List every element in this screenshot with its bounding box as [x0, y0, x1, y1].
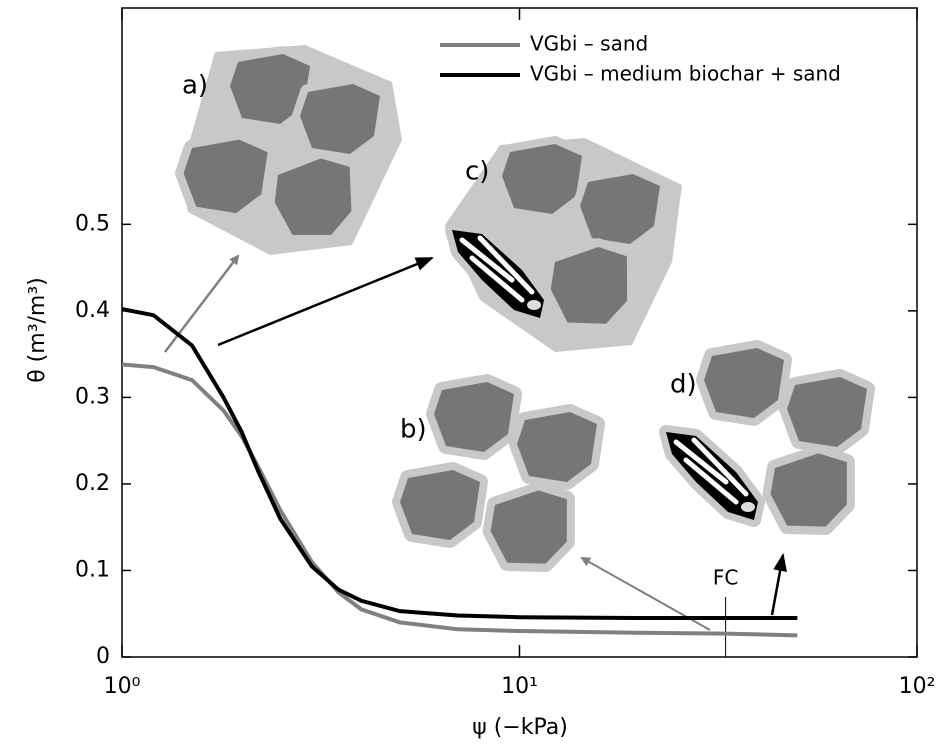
panel-label: a) [182, 71, 208, 101]
y-tick-label: 0.5 [75, 211, 110, 236]
fc-label: FC [713, 566, 738, 590]
illustrations [164, 45, 867, 631]
x-tick-label: 10² [899, 674, 936, 699]
y-axis-label: θ (m³/m³) [25, 277, 50, 383]
panel-label: c) [465, 157, 489, 187]
legend-label: VGbi – sand [530, 32, 648, 56]
y-tick-label: 0 [96, 644, 110, 669]
y-tick-label: 0.1 [75, 557, 110, 582]
x-axis-label: ψ (−kPa) [472, 715, 568, 740]
series-line [121, 307, 798, 621]
x-tick-label: 10⁰ [104, 674, 141, 699]
x-tick-label: 10¹ [501, 674, 538, 699]
panel-label: d) [670, 370, 697, 400]
panel-label: b) [400, 415, 427, 445]
y-tick-label: 0.3 [75, 384, 110, 409]
y-tick-label: 0.2 [75, 471, 110, 496]
legend-label: VGbi – medium biochar + sand [530, 62, 841, 86]
y-tick-label: 0.4 [75, 298, 110, 323]
